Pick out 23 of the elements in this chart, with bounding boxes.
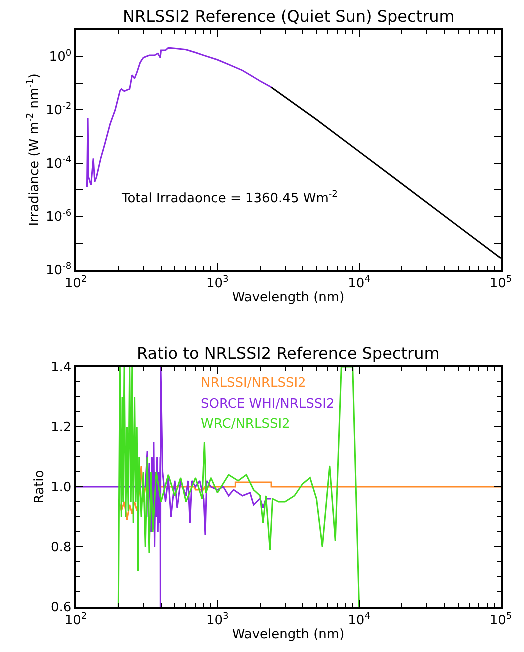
y-tick-label: 1.2 (50, 420, 72, 436)
series-label: WRC/NRLSSI2 (201, 417, 290, 432)
chart-title: Ratio to NRLSSI2 Reference Spectrum (137, 344, 440, 363)
y-tick-label: 1.0 (50, 480, 72, 496)
y-axis-title: Ratio (32, 470, 48, 504)
y-tick-label: 10$^{0}$ (49, 48, 72, 66)
x-tick-label: 10$^{3}$ (206, 274, 230, 292)
text: SORCE WHI/NRLSSI2 (201, 397, 335, 412)
annotation: Total Irradaonce = 1360.45 Wm$^{-2}$ (121, 190, 338, 206)
y-tick-label: 1.4 (50, 360, 72, 376)
chart-title: NRLSSI2 Reference (Quiet Sun) Spectrum (123, 7, 455, 26)
x-axis-title: Wavelength (nm) (232, 627, 345, 642)
x-tick-label: 10$^{5}$ (490, 612, 512, 628)
x-tick-label: 10$^{3}$ (206, 612, 230, 628)
text: NRLSSI/NRLSSI2 (201, 376, 306, 391)
x-tick-label: 10$^{5}$ (490, 274, 512, 292)
y-tick-label: 10$^{-6}$ (46, 208, 72, 226)
y-tick-label: 10$^{-2}$ (46, 102, 72, 119)
y-tick-label: 0.8 (50, 540, 72, 556)
x-tick-label: 10$^{4}$ (348, 274, 371, 292)
x-tick-label: 10$^{4}$ (348, 612, 371, 628)
x-axis-title: Wavelength (nm) (232, 290, 345, 306)
y-tick-label: 10$^{-4}$ (46, 155, 72, 172)
